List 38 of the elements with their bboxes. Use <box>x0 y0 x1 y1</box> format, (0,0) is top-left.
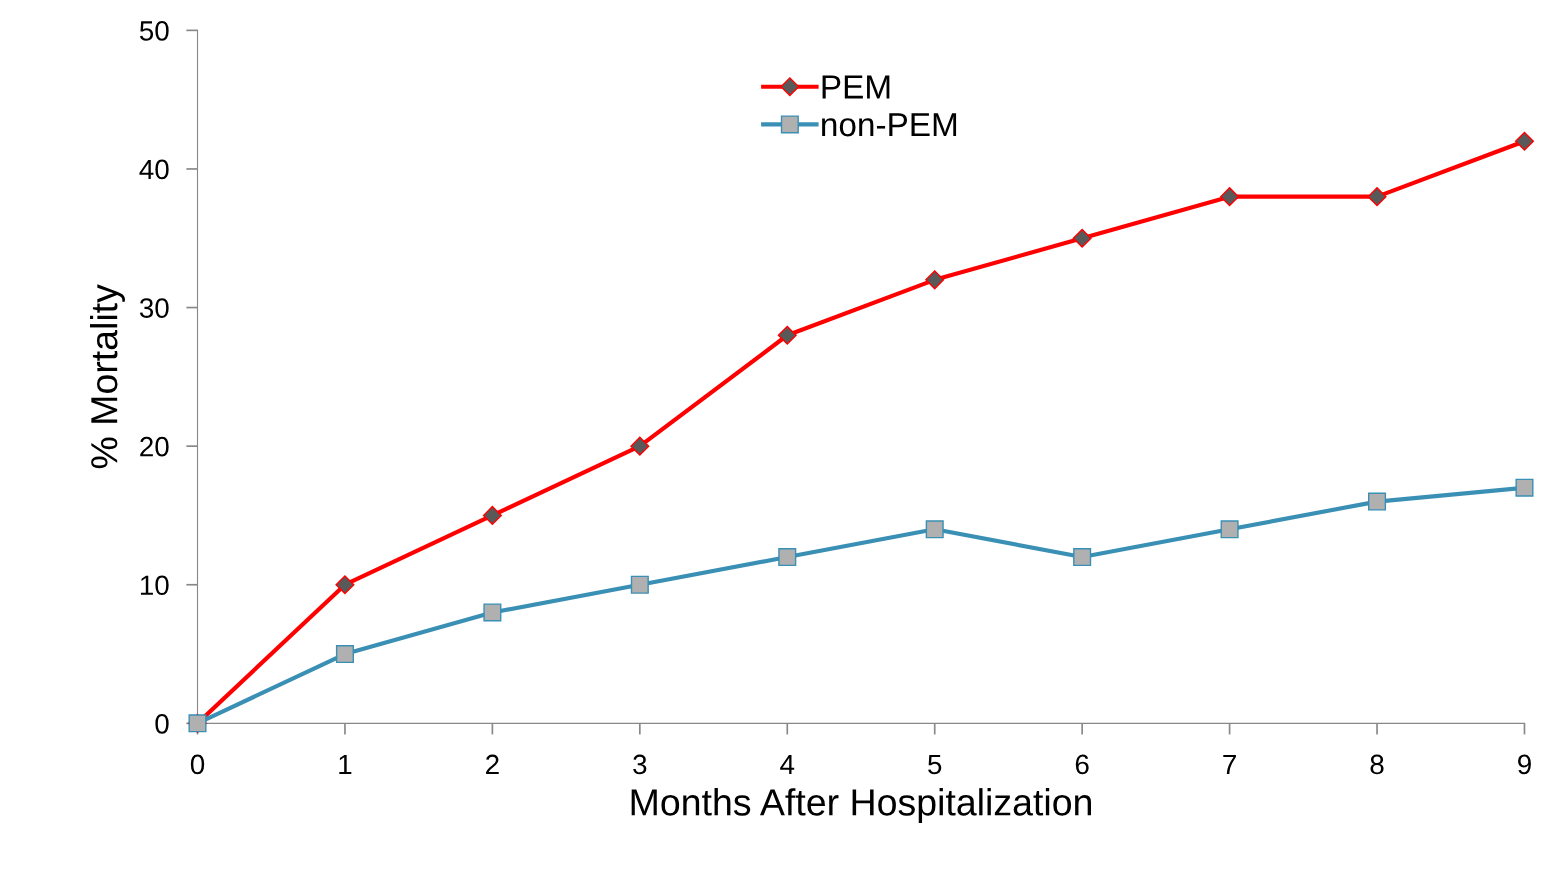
point <box>335 645 354 664</box>
y-tick-label: 40 <box>139 159 169 180</box>
point <box>1220 187 1240 207</box>
x-tick-label: 6 <box>1075 754 1089 775</box>
legend-label: non-PEM <box>822 113 957 137</box>
y-axis-title: % Mortality <box>89 284 125 469</box>
point <box>1514 131 1535 151</box>
y-tick-label: 0 <box>155 714 169 734</box>
x-tick-label: 3 <box>633 754 647 775</box>
y-tick-label: 50 <box>139 21 169 41</box>
point <box>1367 187 1387 207</box>
point <box>1515 478 1534 497</box>
x-tick-label: 1 <box>339 754 352 775</box>
point <box>630 575 649 594</box>
y-tick-label: 30 <box>139 298 169 318</box>
y-tick-label: 10 <box>140 575 169 596</box>
point <box>482 505 502 525</box>
x-tick-label: 9 <box>1518 754 1531 775</box>
point <box>778 547 797 567</box>
point <box>1368 492 1387 511</box>
point <box>1073 547 1092 567</box>
point <box>925 270 945 290</box>
x-tick-label: 8 <box>1370 754 1384 775</box>
point <box>483 603 502 622</box>
x-tick-label: 2 <box>486 754 499 775</box>
point <box>777 325 797 345</box>
x-tick-label: 5 <box>928 754 942 775</box>
y-tick-label: 20 <box>140 436 169 457</box>
x-tick-label: 4 <box>780 754 795 775</box>
point <box>925 520 944 539</box>
point <box>1072 228 1092 248</box>
x-tick-label: 0 <box>190 754 205 775</box>
point <box>335 575 355 595</box>
x-axis-title: Months After Hospitalization <box>631 788 1091 824</box>
legend-label: PEM <box>822 75 890 99</box>
x-tick-label: 7 <box>1223 754 1236 775</box>
point <box>630 436 650 456</box>
point <box>1220 520 1239 539</box>
